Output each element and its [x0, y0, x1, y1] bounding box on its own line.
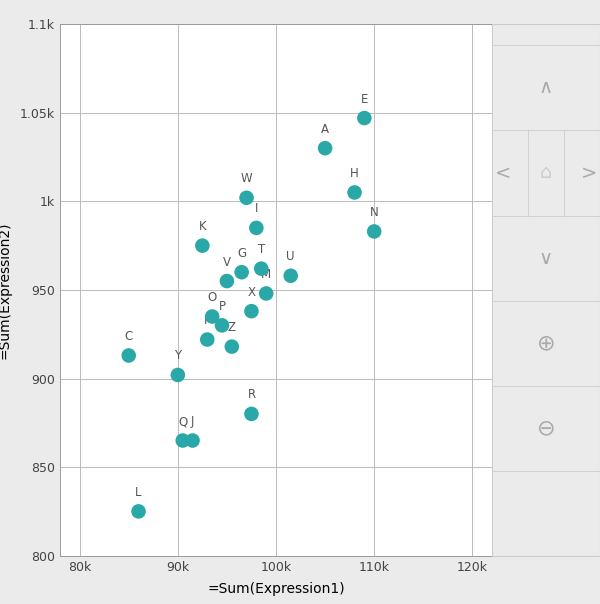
Text: ⊖: ⊖	[536, 418, 556, 438]
Text: J: J	[191, 415, 194, 428]
Text: C: C	[125, 330, 133, 343]
Point	[208, 312, 217, 321]
Point	[227, 342, 236, 352]
Point	[173, 370, 182, 380]
Text: N: N	[370, 206, 379, 219]
Point	[222, 276, 232, 286]
Point	[134, 507, 143, 516]
Text: ⌂: ⌂	[540, 164, 552, 182]
Text: R: R	[247, 388, 256, 402]
Text: A: A	[321, 123, 329, 136]
Point	[256, 264, 266, 274]
Point	[320, 143, 330, 153]
Point	[247, 409, 256, 419]
Point	[242, 193, 251, 202]
Text: U: U	[286, 250, 295, 263]
Text: Z: Z	[228, 321, 236, 334]
Text: F: F	[204, 314, 211, 327]
Text: X: X	[247, 286, 256, 299]
Text: E: E	[361, 92, 368, 106]
Point	[247, 306, 256, 316]
Text: ⊕: ⊕	[536, 333, 556, 353]
Point	[217, 321, 227, 330]
Point	[262, 289, 271, 298]
Text: O: O	[208, 291, 217, 304]
Y-axis label: =Sum(Expression2): =Sum(Expression2)	[0, 221, 11, 359]
Point	[286, 271, 296, 281]
Point	[251, 223, 261, 233]
X-axis label: =Sum(Expression1): =Sum(Expression1)	[207, 582, 345, 596]
Text: >: >	[581, 164, 598, 182]
Text: <: <	[494, 164, 511, 182]
Text: Y: Y	[174, 350, 181, 362]
Text: H: H	[350, 167, 359, 180]
Point	[370, 226, 379, 236]
Text: P: P	[218, 300, 226, 313]
Point	[202, 335, 212, 344]
Text: ∧: ∧	[539, 79, 553, 97]
Text: ∨: ∨	[539, 248, 553, 268]
Text: L: L	[135, 486, 142, 499]
Point	[359, 113, 369, 123]
Text: T: T	[257, 243, 265, 256]
Text: Q: Q	[178, 415, 187, 428]
Text: M: M	[261, 268, 271, 281]
Text: K: K	[199, 220, 206, 233]
Point	[237, 268, 247, 277]
Point	[178, 435, 188, 445]
Text: G: G	[237, 246, 246, 260]
Text: I: I	[254, 202, 258, 216]
Text: W: W	[241, 172, 253, 185]
Point	[188, 435, 197, 445]
Point	[124, 351, 134, 361]
Text: V: V	[223, 255, 231, 269]
Point	[350, 188, 359, 198]
Point	[197, 241, 207, 251]
